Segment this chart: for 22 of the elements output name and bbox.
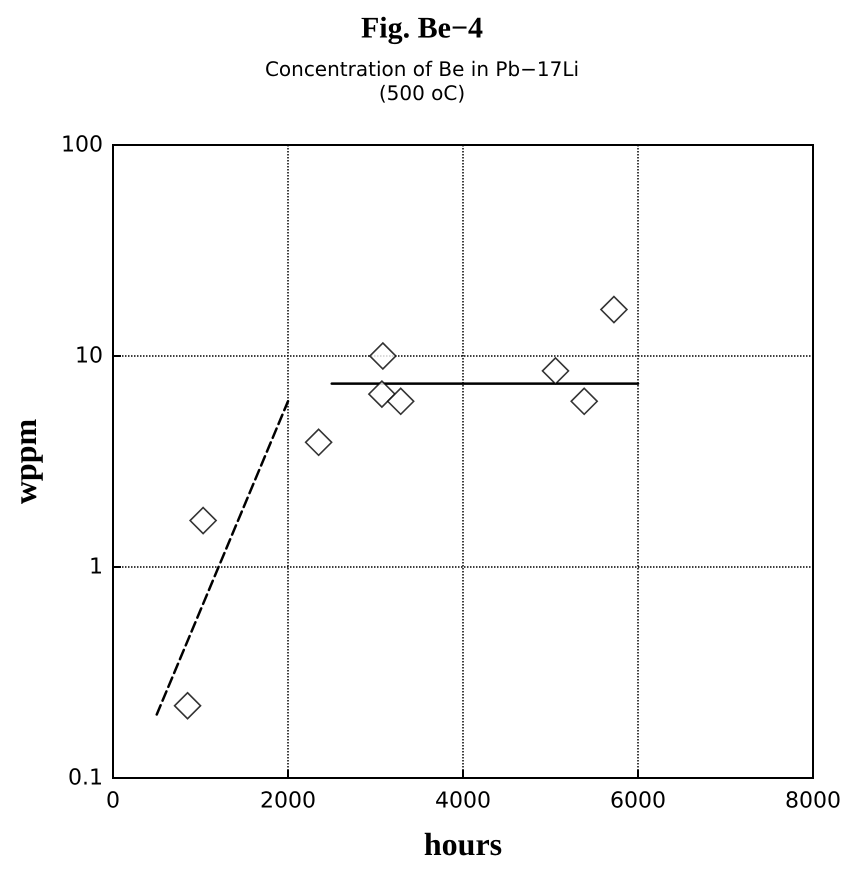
- point: [542, 357, 570, 385]
- chart-subtitle: Concentration of Be in Pb−17Li (500 oC): [264, 57, 580, 105]
- point: [600, 296, 628, 324]
- y-tick-label: 10: [75, 344, 103, 368]
- x-tick-label: 8000: [785, 788, 842, 814]
- point: [189, 506, 217, 534]
- chart-title: Fig. Be−4: [360, 12, 484, 44]
- x-axis-title: hours: [424, 826, 502, 862]
- point: [369, 342, 397, 370]
- point: [174, 692, 202, 720]
- point: [304, 428, 332, 456]
- x-tick-label: 6000: [610, 788, 666, 814]
- point: [570, 387, 598, 416]
- y-tick-label: 100: [61, 132, 103, 158]
- x-tick-label: 4000: [435, 788, 492, 814]
- x-tick-label: 0: [106, 788, 120, 814]
- y-tick-label: 1: [89, 554, 103, 580]
- point: [368, 380, 396, 408]
- y-tick-label: 0.1: [68, 766, 103, 790]
- x-tick-label: 2000: [260, 788, 316, 814]
- point: [386, 387, 414, 416]
- y-axis-title: wppm: [7, 418, 43, 504]
